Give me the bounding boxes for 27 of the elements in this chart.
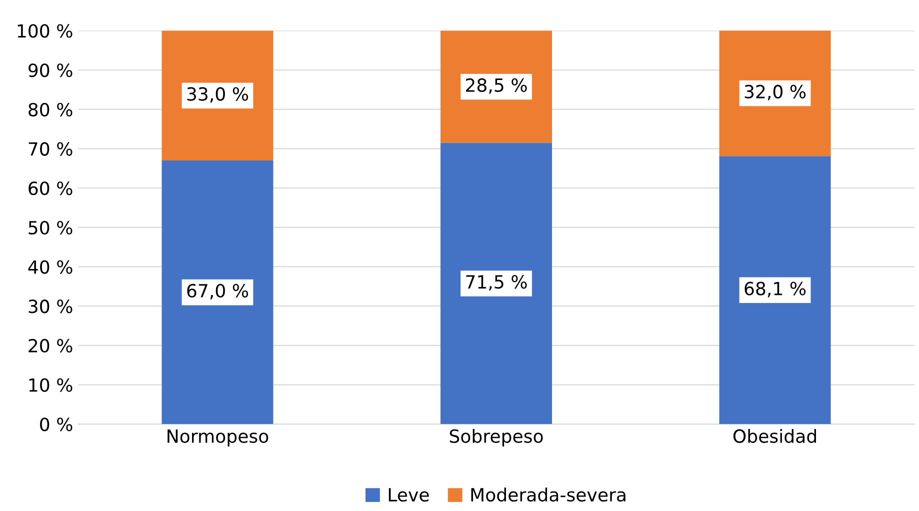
legend-label: Moderada-severa <box>471 488 626 502</box>
data-label: 71,5 % <box>466 275 527 291</box>
legend-label: Leve <box>388 488 429 502</box>
data-label: 32,0 % <box>744 84 806 100</box>
y-tick-label: 0 % <box>40 418 72 432</box>
y-tick-label: 80 % <box>28 102 72 116</box>
bar <box>719 156 831 424</box>
data-label: 67,0 % <box>187 284 248 300</box>
x-tick-label: Obesidad <box>733 428 816 443</box>
bar <box>719 30 831 156</box>
y-tick-label: 100 % <box>18 24 72 38</box>
y-tick-label: 90 % <box>28 63 72 78</box>
data-label: 33,0 % <box>187 87 248 103</box>
y-tick-label: 60 % <box>28 182 72 196</box>
y-tick-label: 20 % <box>28 338 72 353</box>
y-tick-label: 50 % <box>28 220 72 235</box>
x-tick-label: Sobrepeso <box>450 428 543 446</box>
bar <box>440 142 552 424</box>
data-label: 28,5 % <box>466 78 527 94</box>
bar <box>162 30 274 161</box>
y-tick-label: 30 % <box>28 300 72 314</box>
bar <box>162 160 274 424</box>
y-tick-label: 10 % <box>29 378 72 392</box>
x-tick-label: Normopeso <box>168 430 268 446</box>
data-label: 68,1 % <box>744 282 806 298</box>
y-tick-label: 70 % <box>28 142 72 156</box>
y-tick-label: 40 % <box>28 260 72 274</box>
